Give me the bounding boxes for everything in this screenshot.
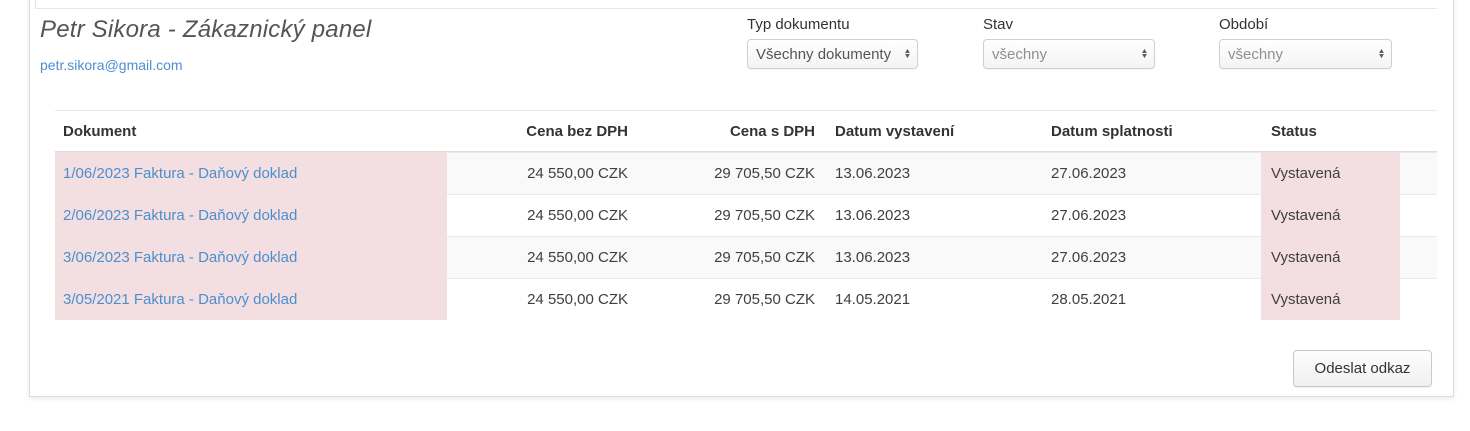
invoice-table-body: 1/06/2023 Faktura - Daňový doklad 24 550,…: [55, 152, 1437, 320]
empty-cell: [1400, 152, 1437, 194]
cena-s-dph-cell: 29 705,50 CZK: [640, 152, 827, 194]
status-cell: Vystavená: [1261, 194, 1400, 236]
filter-label-typ-dokumentu: Typ dokumentu: [747, 16, 850, 33]
table-row: 2/06/2023 Faktura - Daňový doklad 24 550,…: [55, 194, 1437, 236]
customer-email-link[interactable]: petr.sikora@gmail.com: [40, 57, 183, 73]
stav-select[interactable]: všechny ▲ ▼: [983, 39, 1155, 69]
datum-splatnosti-cell: 27.06.2023: [1043, 194, 1261, 236]
filter-stav: Stav všechny ▲ ▼: [983, 16, 1155, 69]
filter-label-obdobi: Období: [1219, 16, 1269, 33]
panel-top-notch: [35, 0, 36, 8]
status-cell: Vystavená: [1261, 152, 1400, 194]
empty-cell: [1400, 278, 1437, 320]
arrow-down-icon: ▼: [903, 53, 912, 60]
typ-dokumentu-select[interactable]: Všechny dokumenty ▲ ▼: [747, 39, 918, 69]
datum-vystaveni-cell: 13.06.2023: [827, 152, 1043, 194]
document-link[interactable]: 3/06/2023 Faktura - Daňový doklad: [63, 249, 298, 266]
document-link[interactable]: 3/05/2021 Faktura - Daňový doklad: [63, 291, 298, 308]
select-updown-arrows-icon: ▲ ▼: [1140, 48, 1149, 60]
column-header-dokument: Dokument: [55, 110, 447, 152]
select-updown-arrows-icon: ▲ ▼: [903, 48, 912, 60]
customer-panel: Petr Sikora - Zákaznický panel petr.siko…: [29, 0, 1454, 397]
status-cell: Vystavená: [1261, 236, 1400, 278]
datum-splatnosti-cell: 27.06.2023: [1043, 236, 1261, 278]
obdobi-select[interactable]: všechny ▲ ▼: [1219, 39, 1392, 69]
column-header-status: Status: [1261, 110, 1400, 152]
document-link[interactable]: 1/06/2023 Faktura - Daňový doklad: [63, 165, 298, 182]
cena-s-dph-cell: 29 705,50 CZK: [640, 278, 827, 320]
datum-vystaveni-cell: 13.06.2023: [827, 194, 1043, 236]
document-link[interactable]: 2/06/2023 Faktura - Daňový doklad: [63, 207, 298, 224]
document-cell: 1/06/2023 Faktura - Daňový doklad: [55, 152, 447, 194]
obdobi-select-value: všechny: [1228, 45, 1284, 63]
cena-bez-dph-cell: 24 550,00 CZK: [447, 278, 640, 320]
column-header-cena-bez-dph: Cena bez DPH: [447, 110, 640, 152]
page-title: Petr Sikora - Zákaznický panel: [40, 16, 372, 43]
cena-s-dph-cell: 29 705,50 CZK: [640, 236, 827, 278]
cena-bez-dph-cell: 24 550,00 CZK: [447, 194, 640, 236]
datum-splatnosti-cell: 28.05.2021: [1043, 278, 1261, 320]
stav-select-value: všechny: [992, 45, 1048, 63]
arrow-down-icon: ▼: [1377, 53, 1386, 60]
table-row: 1/06/2023 Faktura - Daňový doklad 24 550,…: [55, 152, 1437, 194]
invoice-table: Dokument Cena bez DPH Cena s DPH Datum v…: [55, 110, 1437, 320]
cena-bez-dph-cell: 24 550,00 CZK: [447, 236, 640, 278]
document-cell: 3/06/2023 Faktura - Daňový doklad: [55, 236, 447, 278]
document-cell: 2/06/2023 Faktura - Daňový doklad: [55, 194, 447, 236]
datum-vystaveni-cell: 14.05.2021: [827, 278, 1043, 320]
send-link-button[interactable]: Odeslat odkaz: [1293, 350, 1432, 387]
cena-bez-dph-cell: 24 550,00 CZK: [447, 152, 640, 194]
arrow-up-icon: ▲: [1377, 48, 1386, 55]
table-header-row: Dokument Cena bez DPH Cena s DPH Datum v…: [55, 110, 1437, 152]
arrow-up-icon: ▲: [903, 48, 912, 55]
typ-dokumentu-select-value: Všechny dokumenty: [756, 45, 892, 63]
document-cell: 3/05/2021 Faktura - Daňový doklad: [55, 278, 447, 320]
status-cell: Vystavená: [1261, 278, 1400, 320]
select-updown-arrows-icon: ▲ ▼: [1377, 48, 1386, 60]
table-row: 3/05/2021 Faktura - Daňový doklad 24 550,…: [55, 278, 1437, 320]
arrow-up-icon: ▲: [1140, 48, 1149, 55]
panel-top-divider: [35, 8, 1437, 9]
column-header-datum-vystaveni: Datum vystavení: [827, 110, 1043, 152]
column-header-cena-s-dph: Cena s DPH: [640, 110, 827, 152]
empty-cell: [1400, 236, 1437, 278]
filter-obdobi: Období všechny ▲ ▼: [1219, 16, 1392, 69]
filter-label-stav: Stav: [983, 16, 1014, 33]
cena-s-dph-cell: 29 705,50 CZK: [640, 194, 827, 236]
arrow-down-icon: ▼: [1140, 53, 1149, 60]
column-header-datum-splatnosti: Datum splatnosti: [1043, 110, 1261, 152]
empty-cell: [1400, 194, 1437, 236]
datum-splatnosti-cell: 27.06.2023: [1043, 152, 1261, 194]
filter-typ-dokumentu: Typ dokumentu Všechny dokumenty ▲ ▼: [747, 16, 918, 69]
column-header-empty: [1400, 110, 1437, 152]
datum-vystaveni-cell: 13.06.2023: [827, 236, 1043, 278]
table-row: 3/06/2023 Faktura - Daňový doklad 24 550,…: [55, 236, 1437, 278]
